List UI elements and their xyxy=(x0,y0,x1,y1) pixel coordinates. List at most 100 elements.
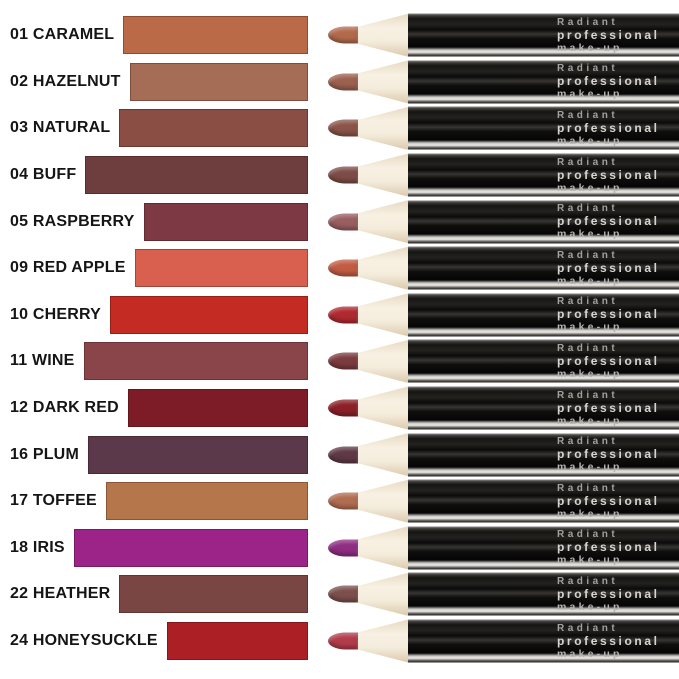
brand-line-radiant: Radiant xyxy=(557,482,619,494)
brand-line-professional: professional xyxy=(557,307,660,322)
brand-line-professional: professional xyxy=(557,586,660,601)
brand-text: Radiant professional make-up xyxy=(557,622,660,661)
pencil-image: Radiant professional make-up xyxy=(328,293,679,337)
brand-line-radiant: Radiant xyxy=(557,296,619,308)
brand-line-radiant: Radiant xyxy=(557,529,619,541)
shade-row-12-dark-red: 12 DARK RED Radiant professional make-up xyxy=(0,385,679,432)
pencil-image: Radiant professional make-up xyxy=(328,526,679,570)
pencil-wood xyxy=(358,572,408,616)
pencil-body: Radiant professional make-up xyxy=(408,339,679,383)
brand-line-professional: professional xyxy=(557,214,660,229)
brand-line-makeup: make-up xyxy=(557,554,623,567)
shade-label: 22 HEATHER xyxy=(10,585,111,603)
brand-line-radiant: Radiant xyxy=(557,249,619,261)
brand-line-radiant: Radiant xyxy=(557,575,619,587)
brand-text: Radiant professional make-up xyxy=(557,249,660,288)
brand-text: Radiant professional make-up xyxy=(557,202,660,241)
shade-label: 02 HAZELNUT xyxy=(10,72,121,90)
brand-line-radiant: Radiant xyxy=(557,109,619,121)
brand-line-makeup: make-up xyxy=(557,228,623,241)
swatch-group: 03 NATURAL xyxy=(10,109,308,148)
brand-line-professional: professional xyxy=(557,400,660,415)
pencil-tip xyxy=(328,492,358,510)
shade-row-17-toffee: 17 TOFFEE Radiant professional make-up xyxy=(0,478,679,525)
pencil-tip xyxy=(328,213,358,231)
brand-line-makeup: make-up xyxy=(557,321,623,334)
shade-swatch xyxy=(119,109,308,148)
pencil-body: Radiant professional make-up xyxy=(408,106,679,150)
pencil-image: Radiant professional make-up xyxy=(328,153,679,197)
pencil-tip xyxy=(328,306,358,324)
pencil-image: Radiant professional make-up xyxy=(328,619,679,663)
brand-line-radiant: Radiant xyxy=(557,342,619,354)
shade-label: 05 RASPBERRY xyxy=(10,212,135,230)
swatch-group: 16 PLUM xyxy=(10,435,308,474)
brand-text: Radiant professional make-up xyxy=(557,109,660,148)
pencil-image: Radiant professional make-up xyxy=(328,200,679,244)
pencil-tip xyxy=(328,26,358,44)
brand-line-makeup: make-up xyxy=(557,414,623,427)
pencil-body: Radiant professional make-up xyxy=(408,479,679,523)
brand-line-makeup: make-up xyxy=(557,181,623,194)
pencil-image: Radiant professional make-up xyxy=(328,433,679,477)
pencil-wood xyxy=(358,200,408,244)
shade-row-04-buff: 04 BUFF Radiant professional make-up xyxy=(0,152,679,199)
pencil-tip xyxy=(328,259,358,277)
shade-row-03-natural: 03 NATURAL Radiant professional make-up xyxy=(0,105,679,152)
shade-row-11-wine: 11 WINE Radiant professional make-up xyxy=(0,338,679,385)
pencil-body: Radiant professional make-up xyxy=(408,60,679,104)
brand-line-makeup: make-up xyxy=(557,600,623,613)
brand-line-professional: professional xyxy=(557,260,660,275)
shade-label: 17 TOFFEE xyxy=(10,492,97,510)
shade-row-02-hazelnut: 02 HAZELNUT Radiant professional make-up xyxy=(0,59,679,106)
brand-line-professional: professional xyxy=(557,540,660,555)
pencil-wood xyxy=(358,293,408,337)
pencil-tip xyxy=(328,352,358,370)
pencil-image: Radiant professional make-up xyxy=(328,246,679,290)
shade-swatch xyxy=(105,482,308,521)
shade-label: 09 RED APPLE xyxy=(10,259,126,277)
shade-swatch xyxy=(110,295,308,334)
pencil-wood xyxy=(358,246,408,290)
brand-text: Radiant professional make-up xyxy=(557,156,660,195)
shade-swatch xyxy=(119,575,308,614)
pencil-image: Radiant professional make-up xyxy=(328,339,679,383)
pencil-tip xyxy=(328,446,358,464)
swatch-group: 02 HAZELNUT xyxy=(10,62,308,101)
brand-line-professional: professional xyxy=(557,633,660,648)
brand-line-makeup: make-up xyxy=(557,461,623,474)
pencil-image: Radiant professional make-up xyxy=(328,106,679,150)
pencil-wood xyxy=(358,526,408,570)
pencil-tip xyxy=(328,166,358,184)
shade-swatch xyxy=(134,249,308,288)
pencil-wood xyxy=(358,153,408,197)
shade-label: 10 CHERRY xyxy=(10,305,102,323)
pencil-wood xyxy=(358,106,408,150)
shade-label: 03 NATURAL xyxy=(10,119,111,137)
pencil-wood xyxy=(358,60,408,104)
pencil-body: Radiant professional make-up xyxy=(408,386,679,430)
pencil-body: Radiant professional make-up xyxy=(408,246,679,290)
pencil-tip xyxy=(328,73,358,91)
brand-line-radiant: Radiant xyxy=(557,389,619,401)
brand-text: Radiant professional make-up xyxy=(557,295,660,334)
brand-text: Radiant professional make-up xyxy=(557,342,660,381)
shade-row-18-iris: 18 IRIS Radiant professional make-up xyxy=(0,525,679,572)
swatch-group: 11 WINE xyxy=(10,342,308,381)
swatch-group: 22 HEATHER xyxy=(10,575,308,614)
shade-label: 16 PLUM xyxy=(10,445,79,463)
pencil-wood xyxy=(358,339,408,383)
shade-swatch xyxy=(123,16,308,55)
pencil-body: Radiant professional make-up xyxy=(408,13,679,57)
pencil-wood xyxy=(358,433,408,477)
shade-row-05-raspberry: 05 RASPBERRY Radiant professional make-u… xyxy=(0,198,679,245)
pencil-body: Radiant professional make-up xyxy=(408,619,679,663)
brand-line-makeup: make-up xyxy=(557,274,623,287)
pencil-wood xyxy=(358,386,408,430)
swatch-group: 09 RED APPLE xyxy=(10,249,308,288)
shade-row-22-heather: 22 HEATHER Radiant professional make-up xyxy=(0,571,679,618)
shade-row-09-red-apple: 09 RED APPLE Radiant professional make-u… xyxy=(0,245,679,292)
swatch-group: 05 RASPBERRY xyxy=(10,202,308,241)
brand-line-professional: professional xyxy=(557,167,660,182)
pencil-body: Radiant professional make-up xyxy=(408,200,679,244)
